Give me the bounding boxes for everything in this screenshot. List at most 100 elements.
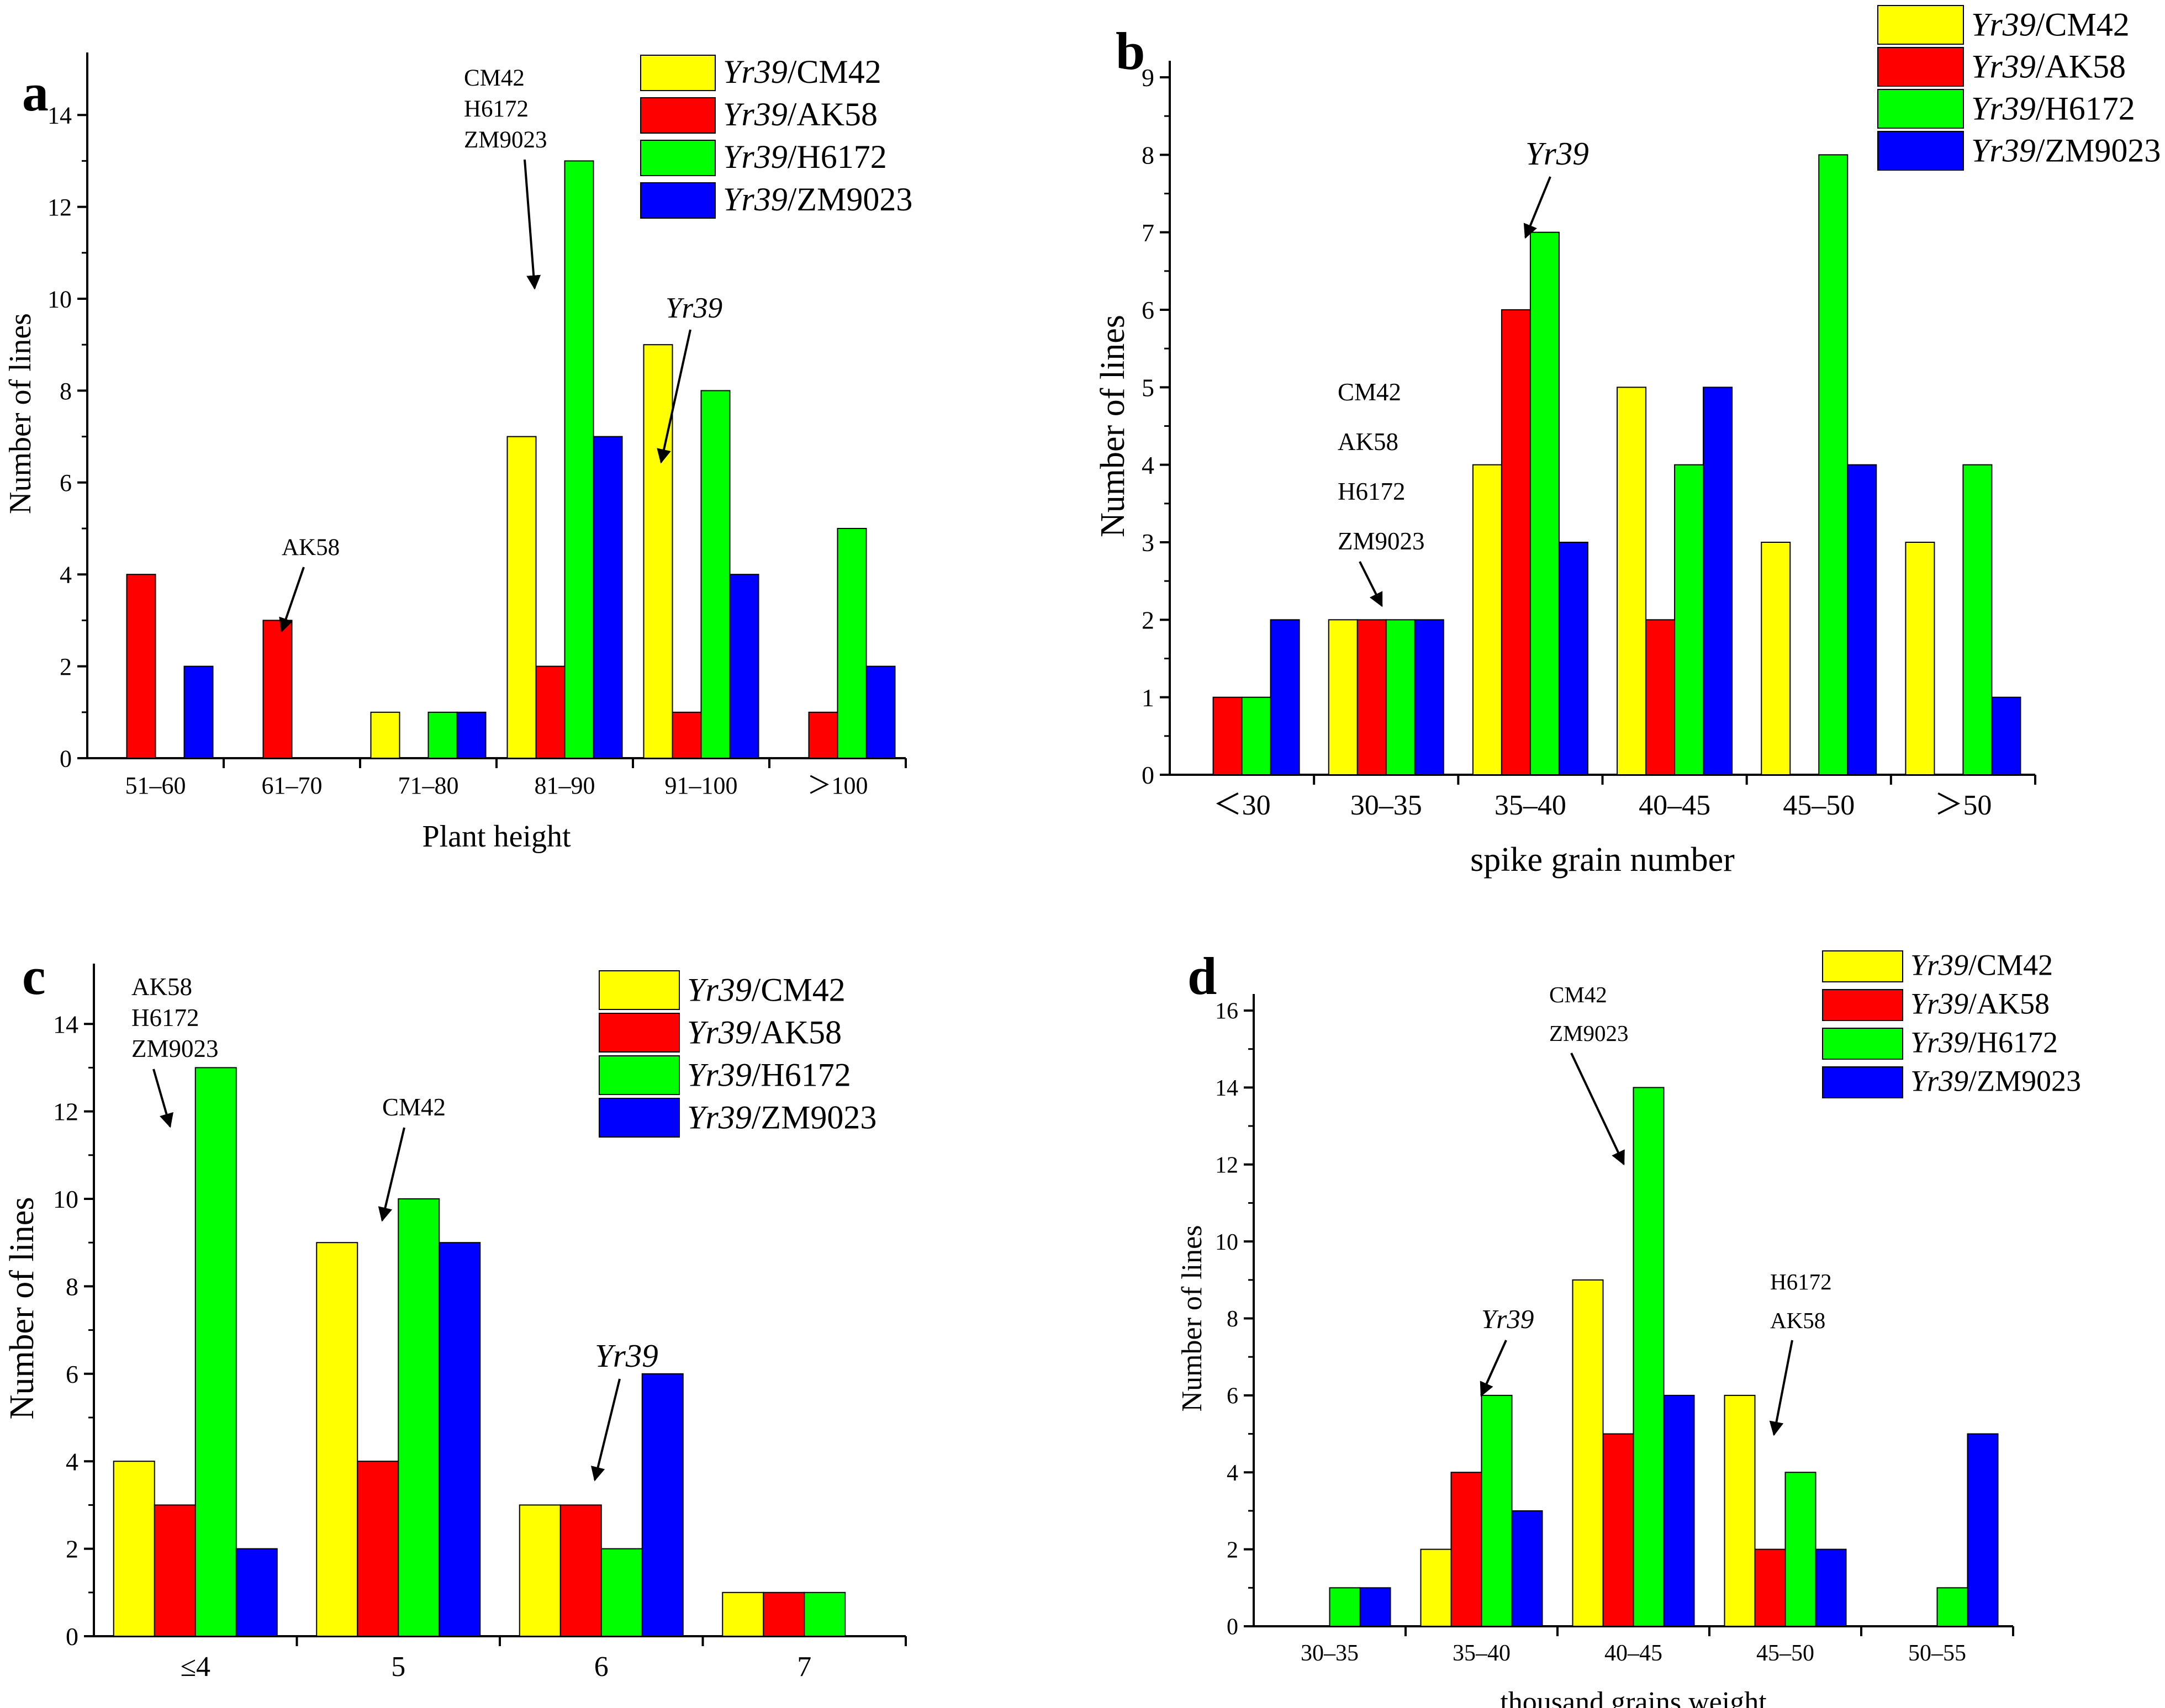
annotation-arrow xyxy=(152,1069,174,1128)
x-tick-label: 61–70 xyxy=(262,772,323,799)
annotation: Yr39 xyxy=(590,1337,658,1482)
y-tick-label: 0 xyxy=(60,745,72,772)
x-tick-label: 35–40 xyxy=(1453,1641,1511,1666)
y-tick-label: 12 xyxy=(1215,1152,1238,1178)
y-tick-label: 0 xyxy=(1227,1615,1238,1640)
legend-suffix: /AK58 xyxy=(1968,987,2050,1020)
bar-ak58 xyxy=(1450,1472,1482,1627)
legend-label-h6172: Yr39/H6172 xyxy=(723,139,887,175)
bar-zm9023 xyxy=(439,1242,481,1637)
annotation-text: CM42 xyxy=(1338,378,1401,406)
y-tick-label: 9 xyxy=(1142,64,1154,92)
y-tick-label: 6 xyxy=(60,469,72,496)
legend-label-ak58: Yr39/AK58 xyxy=(687,1014,842,1051)
y-tick-label: 12 xyxy=(53,1098,78,1126)
bar-zm9023 xyxy=(1703,387,1733,775)
x-tick-label: 45–50 xyxy=(1783,790,1855,821)
annotation: AK58 H6172 ZM9023 xyxy=(131,973,219,1128)
y-tick-label: 6 xyxy=(66,1360,78,1388)
annotation-text: H6172 xyxy=(464,96,529,122)
legend-suffix: /H6172 xyxy=(1968,1026,2058,1059)
bar-zm9023 xyxy=(1558,542,1588,775)
annotation-text: CM42 xyxy=(1549,982,1607,1007)
legend-label-ak58: Yr39/AK58 xyxy=(1910,987,2050,1020)
y-tick-label: 8 xyxy=(60,378,72,405)
bar-zm9023 xyxy=(1359,1587,1391,1627)
annotation-text: Yr39 xyxy=(595,1337,658,1374)
bar-ak58 xyxy=(763,1591,805,1637)
bar-h6172 xyxy=(1936,1587,1968,1627)
annotation-text: ZM9023 xyxy=(464,127,547,153)
legend-swatch-ak58 xyxy=(640,97,716,134)
legend-label-ak58: Yr39/AK58 xyxy=(1971,49,2126,85)
bar-ak58 xyxy=(535,665,566,759)
chart-panel-b: 0 1 2 3 4 5 6 7 8 9 ＜30 30–35 35–40 40–45 45–50 ＞50 spik… xyxy=(1094,5,2161,879)
x-tick-label: 7 xyxy=(797,1651,811,1683)
x-tick-label: ＜30 xyxy=(1213,790,1271,821)
legend-suffix: /AK58 xyxy=(752,1014,842,1051)
y-tick-label: 2 xyxy=(1227,1537,1238,1563)
y-axis-title: Number of lines xyxy=(3,1197,41,1420)
annotation-arrow xyxy=(1523,176,1551,239)
panel-label: d xyxy=(1187,946,1217,1006)
legend-prefix: Yr39 xyxy=(1910,1026,1968,1059)
bar-cm42 xyxy=(506,436,537,759)
legend-suffix: /H6172 xyxy=(752,1057,851,1093)
bar-zm9023 xyxy=(235,1548,278,1637)
annotation-text: CM42 xyxy=(464,65,525,91)
y-tick-label: 10 xyxy=(47,285,72,313)
annotation-arrow xyxy=(1570,1053,1625,1166)
bar-ak58 xyxy=(808,711,838,759)
x-tick-label: 30–35 xyxy=(1350,790,1422,821)
legend-swatch-h6172 xyxy=(640,140,716,176)
annotation-arrow xyxy=(657,329,691,464)
annotation-text: Yr39 xyxy=(666,292,722,324)
bar-cm42 xyxy=(1724,1394,1756,1627)
bar-ak58 xyxy=(357,1461,399,1637)
bar-zm9023 xyxy=(1511,1510,1543,1627)
panel-label: c xyxy=(22,946,46,1006)
bar-zm9023 xyxy=(1270,619,1300,776)
bar-h6172 xyxy=(804,1591,846,1637)
bar-ak58 xyxy=(1212,696,1243,775)
bar-zm9023 xyxy=(1815,1548,1847,1627)
legend-swatch-h6172 xyxy=(1877,89,1964,129)
legend-swatch-h6172 xyxy=(1822,1028,1903,1060)
annotation: CM42 AK58 H6172 ZM9023 xyxy=(1338,378,1425,607)
bar-h6172 xyxy=(194,1067,237,1637)
bar-ak58 xyxy=(154,1504,196,1637)
bar-zm9023 xyxy=(865,665,896,759)
bar-h6172 xyxy=(398,1198,440,1637)
y-tick-label: 4 xyxy=(60,562,72,589)
y-tick-label: 10 xyxy=(1215,1230,1238,1255)
y-tick-label: 2 xyxy=(66,1535,78,1563)
chart-panel-c: 0 2 4 6 8 10 12 14 ≤4 5 6 7 number of tillers Number … xyxy=(3,946,907,1708)
legend-suffix: /ZM9023 xyxy=(752,1099,877,1136)
bar-cm42 xyxy=(316,1242,358,1637)
bar-zm9023 xyxy=(1663,1394,1695,1627)
bar-cm42 xyxy=(1572,1279,1604,1627)
legend-prefix: Yr39 xyxy=(723,181,788,218)
bar-cm42 xyxy=(643,344,673,759)
annotation-arrow xyxy=(279,567,305,633)
bar-cm42 xyxy=(1905,542,1935,775)
bar-h6172 xyxy=(837,528,867,759)
y-tick-label: 14 xyxy=(47,102,72,129)
legend-swatch-zm9023 xyxy=(1822,1066,1903,1098)
bar-ak58 xyxy=(1602,1433,1634,1627)
bar-h6172 xyxy=(427,711,458,759)
x-axis-title: spike grain number xyxy=(1470,841,1735,879)
bar-h6172 xyxy=(700,390,731,759)
annotation: H6172 AK58 xyxy=(1769,1269,1832,1436)
bar-ak58 xyxy=(1501,309,1531,775)
x-tick-label: ≤4 xyxy=(180,1651,210,1683)
bar-h6172 xyxy=(1385,619,1416,776)
annotation: CM42 xyxy=(378,1093,446,1222)
bar-cm42 xyxy=(370,711,400,759)
bar-cm42 xyxy=(113,1461,155,1637)
bar-zm9023 xyxy=(593,436,623,759)
y-tick-label: 4 xyxy=(66,1447,78,1476)
legend-swatch-ak58 xyxy=(1877,47,1964,87)
